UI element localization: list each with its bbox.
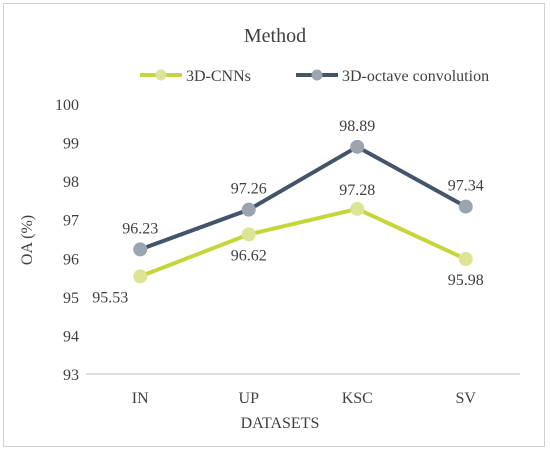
chart-title: Method	[244, 25, 306, 47]
series-1-point	[241, 227, 256, 242]
x-tick-label: SV	[456, 390, 477, 407]
data-label: 97.34	[448, 178, 484, 195]
series-1-point	[458, 252, 473, 267]
series-line-2	[139, 144, 467, 252]
y-tick-label: 98	[63, 174, 79, 191]
data-label: 98.89	[339, 118, 375, 135]
x-axis-label: DATASETS	[241, 415, 320, 432]
series-line-1	[139, 206, 467, 279]
series-2-point	[133, 242, 148, 257]
data-label: 96.62	[231, 247, 267, 264]
series-2-point	[350, 139, 365, 154]
legend-swatch-marker	[311, 69, 323, 81]
series-group	[133, 139, 473, 284]
data-label: 97.28	[339, 182, 375, 199]
series-2-point	[458, 199, 473, 214]
data-label: 96.23	[122, 220, 158, 237]
y-axis-label: OA (%)	[19, 215, 36, 265]
y-tick-label: 97	[63, 213, 79, 230]
series-2-point	[241, 202, 256, 217]
y-tick-label: 94	[63, 328, 79, 345]
y-tick-label: 95	[63, 290, 79, 307]
legend: 3D-CNNs 3D-octave convolution	[140, 68, 489, 85]
y-tick-label: 100	[55, 97, 79, 114]
data-label: 95.53	[92, 289, 128, 306]
series-1-point	[133, 269, 148, 284]
y-tick-label: 93	[63, 367, 79, 384]
data-labels: 95.53 96.62 97.28 95.98 96.23 97.26 98.89 97.34	[92, 118, 484, 307]
series-1-point	[350, 201, 365, 216]
legend-label: 3D-CNNs	[186, 68, 251, 85]
y-tick-label: 99	[63, 136, 79, 153]
legend-swatch-marker	[155, 69, 167, 81]
x-tick-label: KSC	[342, 390, 373, 407]
y-tick-label: 96	[63, 251, 79, 268]
data-label: 97.26	[231, 181, 267, 198]
x-tick-label: IN	[132, 390, 149, 407]
y-axis-ticks: 93 94 95 96 97 98 99 100	[55, 97, 79, 384]
data-label: 95.98	[448, 272, 484, 289]
x-tick-label: UP	[239, 390, 260, 407]
legend-label: 3D-octave convolution	[342, 68, 489, 85]
x-axis-ticks: IN UP KSC SV	[132, 390, 477, 407]
chart-frame	[3, 3, 545, 447]
